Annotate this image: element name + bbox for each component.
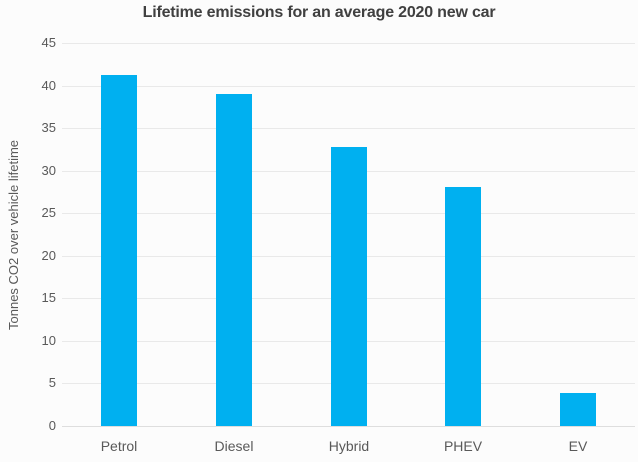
- x-tick-label-diesel: Diesel: [214, 438, 254, 454]
- x-tick-label-hybrid: Hybrid: [328, 438, 370, 454]
- bar-phev: [445, 187, 481, 426]
- gridline-y40: [62, 86, 635, 87]
- bar-hybrid: [331, 147, 367, 426]
- x-tick-label-petrol: Petrol: [100, 438, 138, 454]
- bar-ev: [560, 393, 596, 426]
- y-tick-label-25: 25: [41, 205, 56, 220]
- x-tick-label-phev: PHEV: [443, 438, 483, 454]
- y-tick-label-45: 45: [41, 35, 56, 50]
- y-tick-label-10: 10: [41, 333, 56, 348]
- y-tick-label-35: 35: [41, 120, 56, 135]
- gridline-y0: [62, 426, 635, 427]
- y-tick-label-5: 5: [48, 375, 56, 390]
- y-tick-label-30: 30: [41, 163, 56, 178]
- chart-title: Lifetime emissions for an average 2020 n…: [142, 4, 496, 21]
- x-tick-label-ev: EV: [568, 438, 588, 454]
- y-tick-label-15: 15: [41, 290, 56, 305]
- y-tick-label-20: 20: [41, 248, 56, 263]
- bar-diesel: [216, 94, 252, 426]
- y-tick-label-40: 40: [41, 78, 56, 93]
- gridline-y45: [62, 43, 635, 44]
- gridline-y35: [62, 128, 635, 129]
- y-tick-label-0: 0: [48, 418, 56, 433]
- bar-petrol: [101, 75, 137, 426]
